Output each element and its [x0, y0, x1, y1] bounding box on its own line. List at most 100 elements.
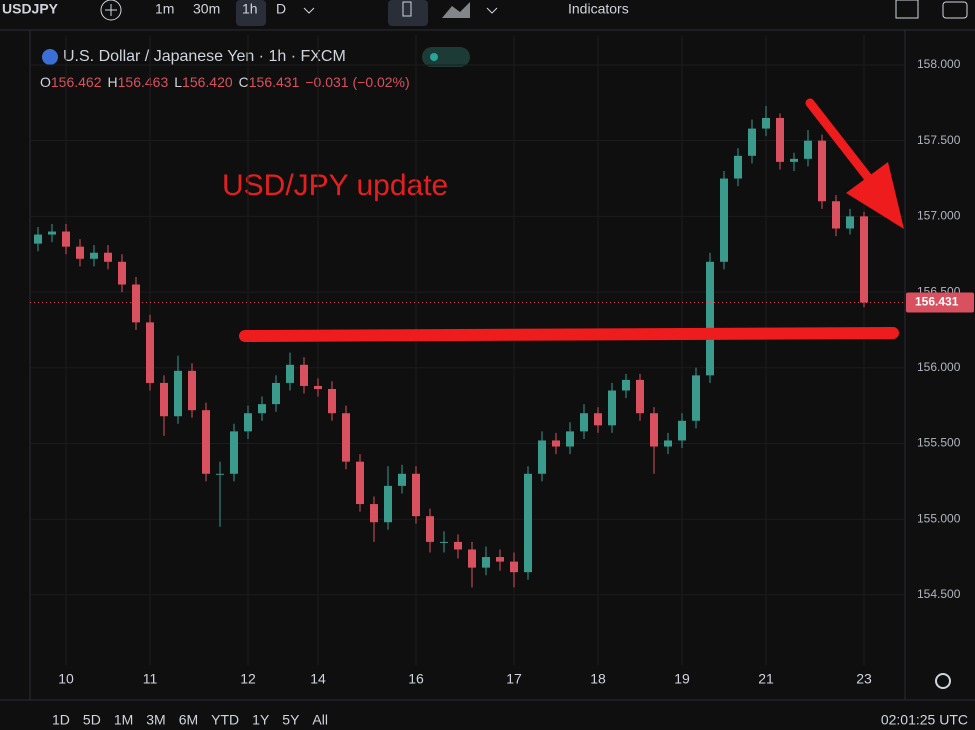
- range-button[interactable]: 6M: [179, 712, 198, 728]
- candle-body: [174, 370, 182, 417]
- candle-body: [272, 382, 280, 405]
- candle-body: [314, 385, 322, 389]
- y-tick-label: 155.500: [917, 436, 961, 450]
- candle-body: [370, 504, 378, 523]
- candle-body: [846, 216, 854, 229]
- interval[interactable]: 1m: [155, 1, 174, 17]
- range-button[interactable]: YTD: [211, 712, 239, 728]
- chart-type-active: [388, 0, 428, 26]
- candle-body: [412, 473, 420, 517]
- candle-body: [678, 420, 686, 441]
- candle-body: [286, 364, 294, 383]
- indicators-button[interactable]: Indicators: [568, 1, 629, 17]
- clock: 02:01:25 UTC: [881, 712, 968, 728]
- x-tick-label: 12: [240, 671, 256, 687]
- last-price-tag: [906, 292, 974, 313]
- annotation: USD/JPY update: [222, 169, 448, 202]
- candle-body: [48, 231, 56, 235]
- x-tick-label: 21: [758, 671, 774, 687]
- range-button[interactable]: 5D: [83, 712, 101, 728]
- candle-body: [566, 431, 574, 447]
- arrow-shaft: [805, 98, 875, 185]
- candle-body: [398, 473, 406, 486]
- candle-body: [440, 541, 448, 543]
- status-dot: [430, 53, 438, 61]
- last-price-label: 156.431: [915, 295, 959, 309]
- candle-body: [118, 261, 126, 285]
- candle-body: [790, 158, 798, 162]
- y-tick-label: 155.000: [917, 511, 961, 525]
- candle-body: [664, 440, 672, 447]
- plus-icon: [105, 4, 117, 16]
- support-line: [239, 327, 899, 342]
- x-tick-label: 19: [674, 671, 690, 687]
- candle-body: [804, 140, 812, 159]
- candle-body: [524, 473, 532, 573]
- flag-icon: [42, 49, 58, 65]
- x-tick-label: 18: [590, 671, 606, 687]
- ohlc-legend: O156.462 H156.463 L156.420 C156.431 −0.031 (…: [40, 74, 410, 90]
- candle-body: [482, 557, 490, 568]
- candle-body: [860, 216, 868, 303]
- ohlc-key: H: [108, 74, 118, 90]
- candle-body: [580, 413, 588, 432]
- candle-body: [384, 485, 392, 523]
- candle-body: [594, 413, 602, 426]
- candle-body: [454, 541, 462, 550]
- candle-body: [720, 178, 728, 262]
- interval[interactable]: D: [276, 1, 286, 17]
- add-symbol[interactable]: [100, 0, 122, 21]
- candle-body: [748, 128, 756, 156]
- candle-body: [706, 261, 714, 376]
- candle-body: [496, 557, 504, 562]
- range-button[interactable]: 3M: [146, 712, 165, 728]
- x-tick-label: 14: [310, 671, 326, 687]
- candle-body: [104, 252, 112, 262]
- candle-body: [300, 364, 308, 386]
- candle-body: [342, 413, 350, 462]
- candle-body: [244, 413, 252, 432]
- interval-active: [236, 0, 266, 26]
- candle-body: [90, 252, 98, 259]
- y-tick-label: 158.000: [917, 57, 961, 71]
- candle-body: [230, 431, 238, 474]
- candle-body: [34, 234, 42, 244]
- candle-body: [258, 404, 266, 414]
- x-tick-label: 16: [408, 671, 424, 687]
- interval[interactable]: 1h: [242, 1, 258, 17]
- range-button[interactable]: 1M: [114, 712, 133, 728]
- candle-body: [636, 379, 644, 414]
- settings-icon[interactable]: [935, 673, 951, 689]
- candle-body: [608, 390, 616, 426]
- ohlc-value: 156.420: [182, 74, 233, 90]
- range-button[interactable]: 1Y: [252, 712, 270, 728]
- ohlc-value: 156.431: [249, 74, 300, 90]
- fullscreen-icon[interactable]: [895, 0, 919, 19]
- candle-body: [426, 516, 434, 542]
- candle-body: [734, 155, 742, 179]
- dropdown-icon[interactable]: [486, 7, 498, 14]
- candle-body: [832, 201, 840, 229]
- range-button[interactable]: 1D: [52, 712, 70, 728]
- dropdown-icon[interactable]: [303, 7, 315, 14]
- x-tick-label: 10: [58, 671, 74, 687]
- candle-body: [818, 140, 826, 202]
- range-button[interactable]: All: [312, 712, 328, 728]
- candle-body: [160, 382, 168, 417]
- candle-body: [146, 322, 154, 383]
- chart-title: U.S. Dollar / Japanese Yen · 1h · FXCM: [63, 48, 346, 65]
- candle-body: [188, 370, 196, 411]
- area-icon[interactable]: [442, 2, 470, 18]
- candle-icon[interactable]: [402, 1, 412, 17]
- snapshot-icon[interactable]: [942, 1, 968, 19]
- top-toolbar: [0, 0, 975, 30]
- interval[interactable]: 30m: [193, 1, 220, 17]
- range-button[interactable]: 5Y: [282, 712, 300, 728]
- candle-body: [468, 549, 476, 568]
- symbol[interactable]: USDJPY: [2, 1, 59, 17]
- candle-body: [62, 231, 70, 247]
- candle-body: [622, 379, 630, 391]
